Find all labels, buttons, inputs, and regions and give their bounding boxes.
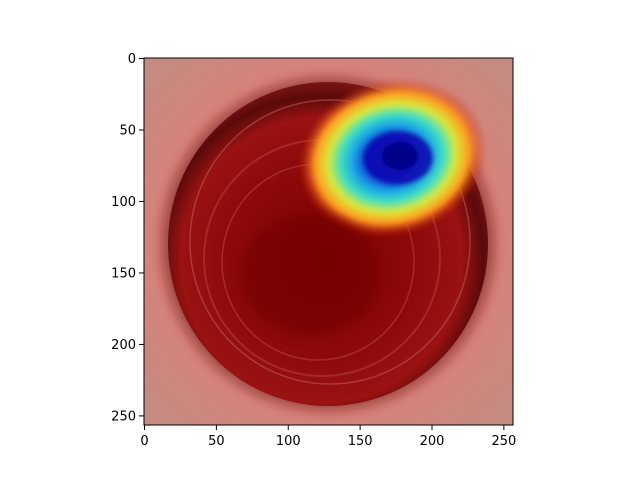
x-tick-label: 0 [140, 434, 148, 449]
dish-highlight-ring [189, 99, 471, 385]
y-tick-label: 200 [111, 338, 136, 353]
x-tick-label: 250 [491, 434, 516, 449]
activation-hotspot [298, 78, 486, 238]
x-tick-label: 100 [276, 434, 301, 449]
y-tick-label: 100 [111, 195, 136, 210]
y-tick-label: 250 [111, 409, 136, 424]
x-tick-label: 150 [348, 434, 373, 449]
y-tick-label: 50 [119, 123, 136, 138]
x-tick-label: 200 [420, 434, 445, 449]
y-tick-label: 150 [111, 266, 136, 281]
plot-frame [143, 57, 514, 426]
y-tick-label: 0 [128, 52, 136, 67]
hotspot-center [382, 142, 418, 170]
x-axis: 0 50 100 150 200 250 [140, 425, 516, 449]
dish-lower-shade [240, 215, 380, 335]
heatmap-image [144, 58, 513, 425]
x-tick-label: 50 [208, 434, 225, 449]
y-axis: 0 50 100 150 200 250 [111, 52, 144, 424]
